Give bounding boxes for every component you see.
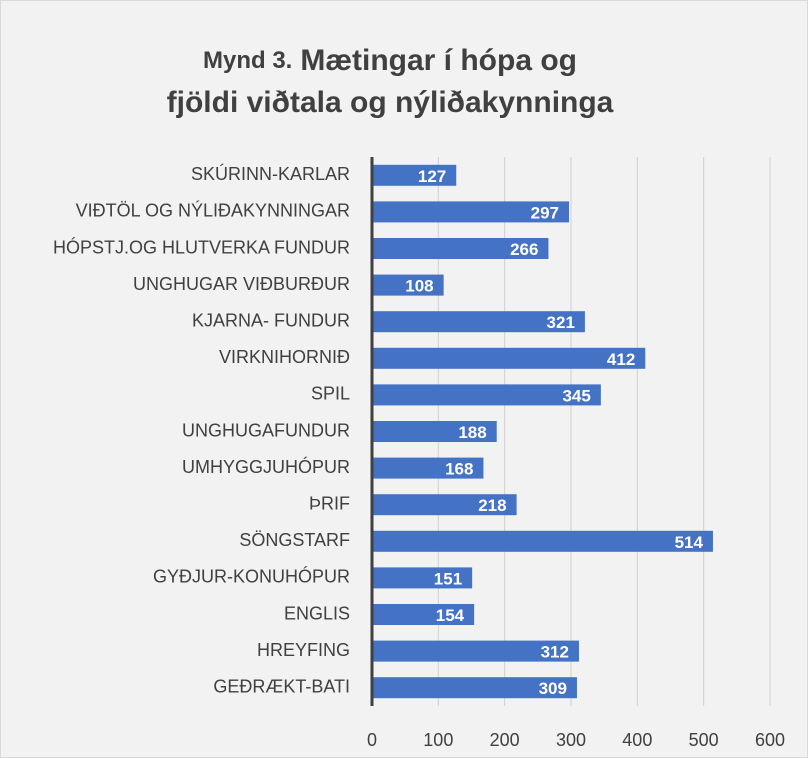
x-tick-label: 500 [689,730,719,750]
value-label: 151 [434,569,462,588]
value-label: 154 [436,606,465,625]
bar [372,677,577,699]
bar [372,604,475,625]
value-label: 168 [445,460,473,479]
bar [372,421,497,442]
x-tick-label: 300 [556,730,586,750]
bar [372,274,444,296]
y-tick-label: GEÐRÆKT-BATI [213,676,350,696]
bar [372,164,457,186]
value-label: 108 [405,277,433,296]
value-label: 309 [539,679,567,698]
title-line: Mætingar í hópa og [300,44,577,77]
bar [372,640,579,662]
chart-title: Mynd 3. Mætingar í hópa og [203,44,577,77]
bar [372,457,484,479]
value-label: 412 [607,350,635,369]
value-label: 312 [541,643,569,662]
value-label: 127 [418,167,446,186]
y-tick-label: ÞRIF [309,493,350,513]
y-tick-label: SKÚRINN-KARLAR [191,163,350,184]
x-tick-label: 400 [622,730,652,750]
x-tick-label: 100 [423,730,453,750]
value-label: 188 [458,423,486,442]
value-label: 345 [562,386,590,405]
y-tick-label: SÖNGSTARF [239,530,350,550]
y-tick-label: UNGHUGAFUNDUR [182,420,350,440]
y-tick-label: UNGHUGAR VIÐBURÐUR [133,274,350,294]
x-tick-label: 0 [367,730,377,750]
y-tick-label: KJARNA- FUNDUR [192,310,350,330]
y-tick-label: SPIL [311,384,350,404]
value-label: 218 [478,496,506,515]
value-label: 514 [675,533,704,552]
value-label: 266 [510,240,538,259]
title-prefix: Mynd 3. [203,47,292,74]
bar [372,347,646,369]
value-label: 297 [531,203,559,222]
bar [372,201,570,223]
y-tick-label: VIRKNIHORNIÐ [219,347,350,367]
bar [372,384,601,406]
y-tick-label: HREYFING [257,640,350,660]
bar [372,494,517,516]
y-tick-label: ENGLIS [284,603,350,623]
bar [372,530,713,552]
bar [372,567,473,589]
y-tick-label: VIÐTÖL OG NÝLIÐAKYNNINGAR [76,201,350,221]
value-label: 321 [547,313,575,332]
y-tick-label: HÓPSTJ.OG HLUTVERKA FUNDUR [53,236,350,257]
y-tick-label: GYÐJUR-KONUHÓPUR [153,566,350,587]
bar [372,311,585,333]
x-tick-label: 200 [490,730,520,750]
y-tick-label: UMHYGGJUHÓPUR [182,456,350,477]
chart-title-line: fjöldi viðtala og nýliðakynninga [167,86,614,119]
x-tick-label: 600 [755,730,785,750]
bar [372,238,549,259]
